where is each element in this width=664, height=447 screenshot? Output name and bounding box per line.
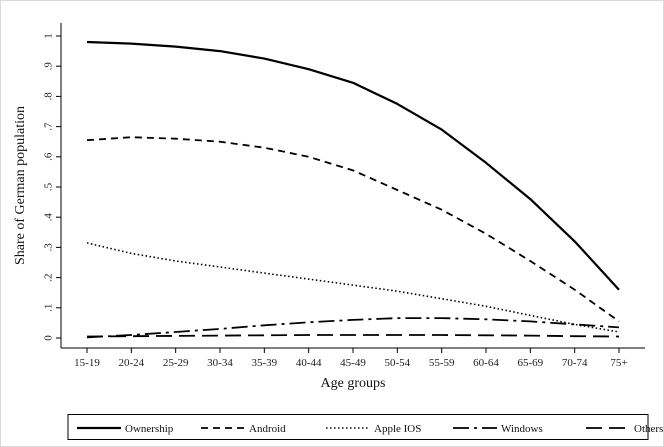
- y-tick-label: .8: [43, 92, 55, 101]
- legend-label-android: Android: [249, 423, 286, 435]
- y-tick-label: 0: [43, 335, 55, 341]
- x-axis-ticks: 15-19 20-24 25-29 30-34 35-39 40-44 45-49 50-54…: [74, 348, 628, 369]
- series-line-android: [86, 136, 620, 323]
- series-line-apple-ios: [86, 242, 620, 333]
- x-tick-label: 40-44: [296, 357, 322, 369]
- y-tick-label: .6: [43, 152, 55, 161]
- x-tick-label: 30-34: [207, 357, 233, 369]
- legend-label-windows: Windows: [501, 423, 543, 435]
- x-tick-label: 15-19: [74, 357, 100, 369]
- x-tick-label: 20-24: [118, 357, 144, 369]
- y-tick-label: .5: [43, 182, 55, 191]
- legend-items: Ownership Android Apple IOS Windows Others: [77, 423, 663, 435]
- y-tick-label: .9: [43, 62, 55, 71]
- x-axis-title: Age groups: [321, 376, 386, 391]
- y-axis-ticks: 0 .1 .2 .3 .4 .5 .6 .7 .8 .9 1: [43, 33, 61, 341]
- x-tick-label: 55-59: [429, 357, 455, 369]
- legend-label-apple-ios: Apple IOS: [374, 423, 421, 435]
- y-tick-label: .1: [43, 304, 55, 312]
- x-tick-label: 25-29: [163, 357, 189, 369]
- x-tick-label: 70-74: [562, 357, 588, 369]
- x-tick-label: 65-69: [517, 357, 543, 369]
- y-tick-label: .2: [43, 273, 55, 281]
- x-tick-label: 45-49: [340, 357, 366, 369]
- y-tick-label: .7: [43, 122, 55, 131]
- series-lines: [86, 40, 620, 339]
- y-tick-label: .4: [43, 213, 55, 222]
- series-line-ownership: [86, 40, 620, 291]
- x-tick-label: 75+: [610, 357, 627, 369]
- series-line-windows: [86, 317, 620, 339]
- x-tick-label: 35-39: [251, 357, 277, 369]
- y-tick-label: .3: [43, 243, 55, 252]
- legend-label-others: Others: [634, 423, 663, 435]
- y-axis-title: Share of German population: [13, 106, 28, 265]
- axes: [60, 23, 645, 349]
- legend-box: [67, 414, 649, 440]
- series-line-others: [86, 334, 620, 338]
- y-tick-label: 1: [43, 33, 55, 39]
- legend-label-ownership: Ownership: [125, 423, 174, 435]
- legend: Ownership Android Apple IOS Windows Others: [67, 414, 663, 440]
- x-tick-label: 50-54: [384, 357, 410, 369]
- x-tick-label: 60-64: [473, 357, 499, 369]
